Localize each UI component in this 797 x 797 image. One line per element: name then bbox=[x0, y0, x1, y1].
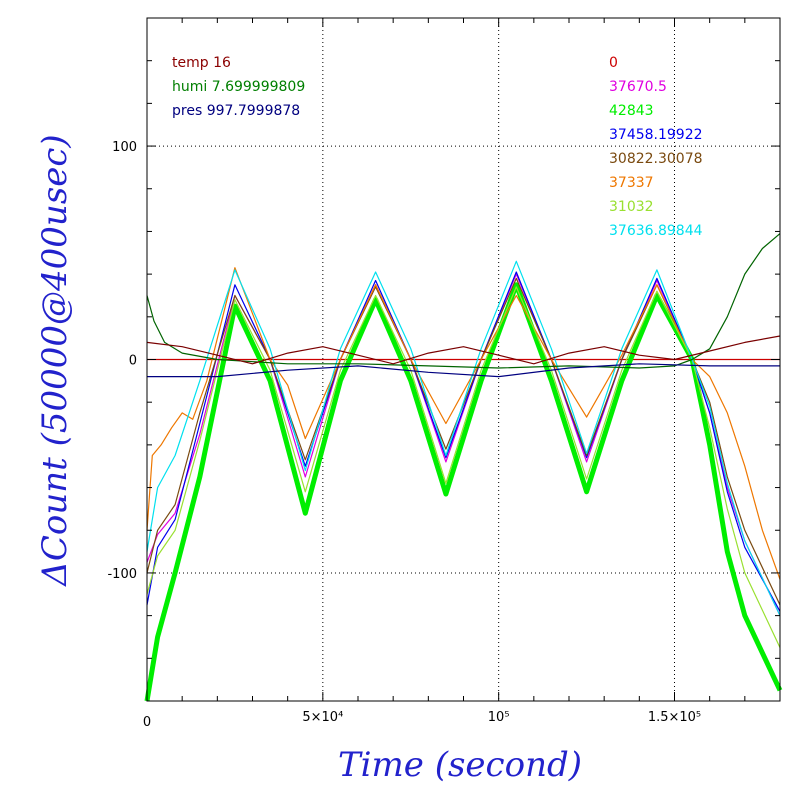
legend-right: 0 37670.5 42843 37458.19922 30822.30078 37337… bbox=[609, 55, 703, 239]
x-axis-title: Time (second) bbox=[338, 745, 582, 785]
legend-left-entry: temp 16 bbox=[172, 55, 231, 71]
legend-series-entry: 37636.89844 bbox=[609, 223, 703, 239]
series-line-4 bbox=[146, 277, 781, 606]
y-tick-label: -100 bbox=[107, 567, 137, 582]
legend-series-entry: 37670.5 bbox=[609, 79, 667, 95]
series-line-7 bbox=[146, 260, 781, 616]
legend-series-entry: 0 bbox=[609, 55, 618, 71]
axis-ticks bbox=[146, 17, 781, 702]
legend-series-entry: 37458.19922 bbox=[609, 127, 703, 143]
x-tick-label: 1.5×10⁵ bbox=[648, 710, 701, 725]
series-line-8 bbox=[146, 233, 781, 369]
y-axis-title: ΔCount (50000@400usec) bbox=[35, 134, 75, 587]
legend-series-entry: 37337 bbox=[609, 175, 654, 191]
series-line-5 bbox=[146, 267, 781, 580]
legend-series-entry: 30822.30078 bbox=[609, 151, 703, 167]
legend-series-entry: 42843 bbox=[609, 103, 654, 119]
x-tick-label: 0 bbox=[143, 715, 151, 730]
y-tick-label: 0 bbox=[129, 354, 137, 369]
x-tick-label: 10⁵ bbox=[488, 710, 510, 725]
series-line-9 bbox=[146, 335, 781, 365]
series-line-2 bbox=[144, 282, 783, 702]
series-line-10 bbox=[147, 363, 780, 378]
legend-left-entry: pres 997.7999878 bbox=[172, 103, 300, 119]
x-tick-labels: 0 5×10⁴ 10⁵ 1.5×10⁵ bbox=[143, 710, 701, 730]
x-tick-label: 5×10⁴ bbox=[302, 710, 343, 725]
series-line-6 bbox=[146, 286, 781, 648]
series-group bbox=[144, 233, 783, 702]
y-tick-labels: -100 0 100 bbox=[107, 140, 137, 582]
legend-left: temp 16 humi 7.699999809 pres 997.7999878 bbox=[172, 55, 305, 119]
y-tick-label: 100 bbox=[112, 140, 137, 155]
legend-series-entry: 31032 bbox=[609, 199, 654, 215]
legend-left-entry: humi 7.699999809 bbox=[172, 79, 305, 95]
